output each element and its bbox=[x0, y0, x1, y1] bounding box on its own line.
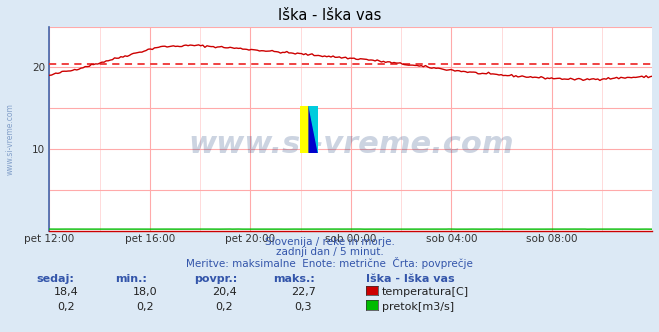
Polygon shape bbox=[300, 106, 309, 153]
Text: 0,2: 0,2 bbox=[215, 302, 233, 312]
Text: min.:: min.: bbox=[115, 274, 147, 284]
Text: povpr.:: povpr.: bbox=[194, 274, 238, 284]
Text: temperatura[C]: temperatura[C] bbox=[382, 287, 469, 297]
Text: www.si-vreme.com: www.si-vreme.com bbox=[188, 130, 514, 159]
Text: 18,0: 18,0 bbox=[132, 287, 158, 297]
Text: 22,7: 22,7 bbox=[291, 287, 316, 297]
Text: pretok[m3/s]: pretok[m3/s] bbox=[382, 302, 453, 312]
Text: maks.:: maks.: bbox=[273, 274, 315, 284]
Polygon shape bbox=[309, 106, 318, 153]
Text: Slovenija / reke in morje.: Slovenija / reke in morje. bbox=[264, 237, 395, 247]
Text: Meritve: maksimalne  Enote: metrične  Črta: povprečje: Meritve: maksimalne Enote: metrične Črta… bbox=[186, 257, 473, 269]
Polygon shape bbox=[309, 106, 318, 153]
Text: Iška - Iška vas: Iška - Iška vas bbox=[366, 274, 454, 284]
Text: 0,3: 0,3 bbox=[295, 302, 312, 312]
Text: 20,4: 20,4 bbox=[212, 287, 237, 297]
Text: zadnji dan / 5 minut.: zadnji dan / 5 minut. bbox=[275, 247, 384, 257]
Text: sedaj:: sedaj: bbox=[36, 274, 74, 284]
Text: Iška - Iška vas: Iška - Iška vas bbox=[278, 8, 381, 23]
Text: 0,2: 0,2 bbox=[57, 302, 74, 312]
Text: 0,2: 0,2 bbox=[136, 302, 154, 312]
Text: 18,4: 18,4 bbox=[53, 287, 78, 297]
Text: www.si-vreme.com: www.si-vreme.com bbox=[5, 104, 14, 175]
